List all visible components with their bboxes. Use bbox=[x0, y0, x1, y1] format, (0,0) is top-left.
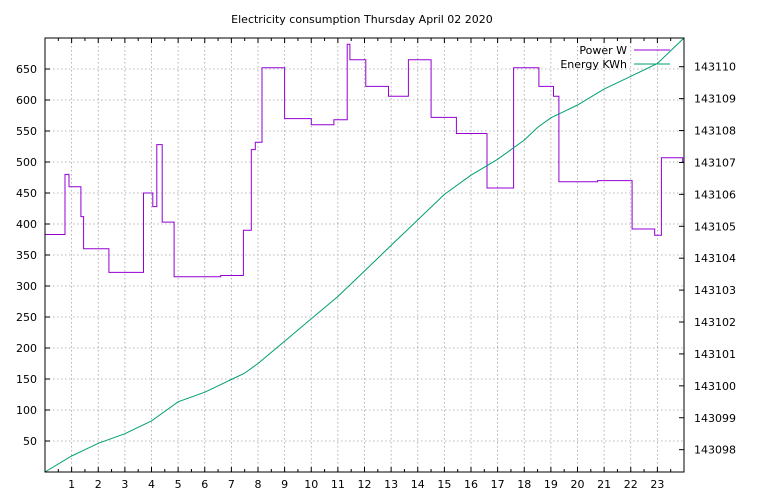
series-line-energy bbox=[44, 37, 685, 473]
series-layer bbox=[44, 37, 685, 473]
y-tick-label: 650 bbox=[16, 63, 37, 76]
y-tick-label: 600 bbox=[16, 94, 37, 107]
x-tick-label: 12 bbox=[358, 478, 372, 491]
y-tick-label: 550 bbox=[16, 125, 37, 138]
x-tick-label: 15 bbox=[437, 478, 451, 491]
chart-title: Electricity consumption Thursday April 0… bbox=[231, 13, 493, 26]
y-tick-label: 500 bbox=[16, 156, 37, 169]
legend-label-power: Power W bbox=[579, 44, 627, 57]
x-tick-label: 17 bbox=[491, 478, 505, 491]
x-tick-label: 10 bbox=[304, 478, 318, 491]
x-tick-label: 16 bbox=[464, 478, 478, 491]
y2-tick-label: 143107 bbox=[694, 156, 736, 169]
y-tick-label: 100 bbox=[16, 404, 37, 417]
y-tick-label: 350 bbox=[16, 249, 37, 262]
y2-tick-label: 143105 bbox=[694, 220, 736, 233]
y-tick-label: 300 bbox=[16, 280, 37, 293]
y-tick-label: 250 bbox=[16, 311, 37, 324]
grid-layer bbox=[45, 38, 684, 472]
x-tick-label: 1 bbox=[68, 478, 75, 491]
x-tick-label: 11 bbox=[331, 478, 345, 491]
plot-frame bbox=[44, 37, 685, 473]
y2-tick-label: 143104 bbox=[694, 252, 736, 265]
x-tick-label: 23 bbox=[650, 478, 664, 491]
x-tick-label: 20 bbox=[571, 478, 585, 491]
y2-tick-label: 143102 bbox=[694, 316, 736, 329]
y2-tick-label: 143108 bbox=[694, 125, 736, 138]
y-tick-label: 400 bbox=[16, 218, 37, 231]
y2-tick-label: 143110 bbox=[694, 61, 736, 74]
x-tick-label: 21 bbox=[597, 478, 611, 491]
legend-label-energy: Energy KWh bbox=[560, 58, 627, 71]
axes-layer: 1 2 3 4 5 6 7 8 9 10 11 12 13 14 15 16 17 18 19 20 21 22 23501… bbox=[16, 37, 736, 491]
x-tick-label: 19 bbox=[544, 478, 558, 491]
x-tick-label: 14 bbox=[411, 478, 425, 491]
x-tick-label: 4 bbox=[148, 478, 155, 491]
x-tick-label: 13 bbox=[384, 478, 398, 491]
y-tick-label: 450 bbox=[16, 187, 37, 200]
y-tick-label: 150 bbox=[16, 373, 37, 386]
x-tick-label: 5 bbox=[175, 478, 182, 491]
legend: Power W Energy KWh bbox=[560, 44, 670, 71]
y2-tick-label: 143099 bbox=[694, 412, 736, 425]
y2-tick-label: 143109 bbox=[694, 93, 736, 106]
x-tick-label: 8 bbox=[255, 478, 262, 491]
x-tick-label: 6 bbox=[201, 478, 208, 491]
x-tick-label: 2 bbox=[95, 478, 102, 491]
y-tick-label: 50 bbox=[23, 435, 37, 448]
y2-tick-label: 143098 bbox=[694, 444, 736, 457]
x-tick-label: 7 bbox=[228, 478, 235, 491]
y2-tick-label: 143101 bbox=[694, 348, 736, 361]
x-tick-label: 3 bbox=[121, 478, 128, 491]
y2-tick-label: 143100 bbox=[694, 380, 736, 393]
y-tick-label: 200 bbox=[16, 342, 37, 355]
y2-tick-label: 143103 bbox=[694, 284, 736, 297]
x-tick-label: 9 bbox=[281, 478, 288, 491]
x-tick-label: 18 bbox=[517, 478, 531, 491]
x-tick-label: 22 bbox=[624, 478, 638, 491]
series-line-power bbox=[45, 43, 684, 278]
y2-tick-label: 143106 bbox=[694, 188, 736, 201]
